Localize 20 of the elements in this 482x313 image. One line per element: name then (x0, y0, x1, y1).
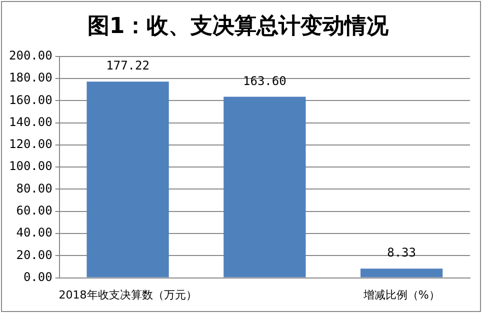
data-label: 8.33 (387, 246, 416, 260)
x-tick-label: 增减比例（%） (362, 288, 440, 302)
y-tick-label: 140.00 (8, 114, 52, 129)
y-tick-label: 100.00 (8, 159, 52, 174)
y-tick-label: 40.00 (16, 226, 52, 240)
y-tick-label: 0.00 (23, 270, 52, 284)
bar (86, 82, 169, 278)
y-tick-label: 80.00 (16, 181, 52, 196)
y-tick-label: 180.00 (8, 70, 52, 85)
x-tick-label: 2018年收支决算数（万元） (58, 288, 197, 302)
data-label: 177.22 (106, 58, 150, 73)
y-tick-label: 120.00 (8, 137, 52, 152)
chart-title: 图1：收、支决算总计变动情况 (87, 12, 390, 39)
y-tick-label: 160.00 (8, 92, 52, 107)
y-tick-label: 200.00 (8, 48, 52, 63)
data-label: 163.60 (242, 74, 286, 88)
bar (224, 96, 306, 278)
y-tick-label: 60.00 (16, 204, 52, 218)
y-tick-label: 20.00 (16, 248, 52, 262)
bar (360, 268, 443, 278)
